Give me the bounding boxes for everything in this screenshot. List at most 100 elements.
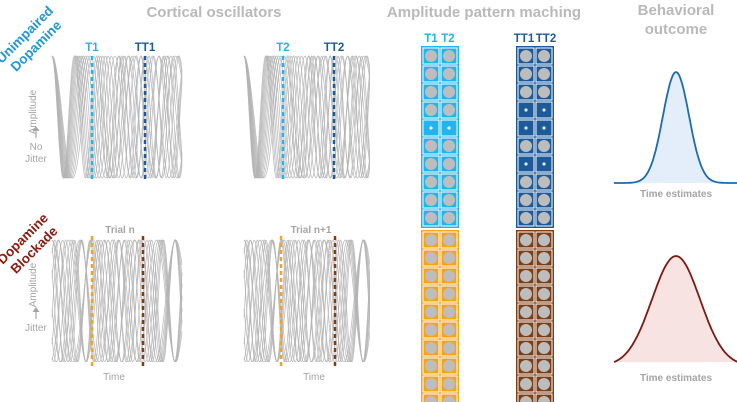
pattern-unit — [443, 270, 455, 282]
pattern-unit — [443, 252, 455, 264]
pattern-unit — [443, 194, 455, 206]
pattern-unit — [520, 342, 532, 354]
pattern-unit — [443, 360, 455, 372]
pattern-grid-tt-bottom — [516, 230, 554, 402]
pattern-unit — [538, 396, 550, 402]
pattern-unit — [538, 270, 550, 282]
oscillator-wave — [243, 55, 370, 179]
pattern-unit — [425, 270, 437, 282]
pattern-unit — [538, 234, 550, 246]
pattern-unit — [443, 104, 455, 116]
time-estimate-distribution-bottom — [613, 255, 737, 363]
oscillator-wave — [243, 55, 370, 179]
amplitude-label-bottom: Amplitude — [28, 262, 39, 307]
pattern-label-t1: T1 — [424, 33, 438, 45]
pattern-label-tt2: TT2 — [536, 33, 556, 45]
pattern-unit — [520, 194, 532, 206]
pattern-unit — [425, 158, 437, 170]
marker-label-t2: T2 — [276, 42, 289, 54]
oscillator-wave — [243, 239, 370, 362]
pattern-unit — [520, 360, 532, 372]
pattern-grid-t-bottom — [421, 230, 459, 402]
pattern-unit — [425, 140, 437, 152]
oscillator-wave — [51, 239, 183, 362]
oscillators-bottom-right — [243, 239, 370, 362]
pattern-unit — [425, 234, 437, 246]
pattern-unit — [425, 176, 437, 188]
up-arrow-icon — [32, 307, 40, 319]
oscillator-wave — [51, 55, 183, 179]
pattern-unit — [538, 194, 550, 206]
pattern-unit — [538, 140, 550, 152]
pattern-unit — [425, 50, 437, 62]
pattern-unit — [443, 378, 455, 390]
pattern-unit — [520, 50, 532, 62]
pattern-unit — [538, 252, 550, 264]
pattern-unit — [443, 342, 455, 354]
trial-n-label: Trial n — [105, 225, 134, 236]
time-estimates-label-bottom: Time estimates — [640, 373, 713, 384]
oscillator-wave — [243, 55, 370, 179]
pattern-unit — [524, 108, 528, 112]
pattern-unit — [520, 68, 532, 80]
pattern-unit — [538, 288, 550, 300]
amplitude-label-top: Amplitude — [28, 89, 39, 134]
pattern-unit — [425, 360, 437, 372]
pattern-unit — [520, 288, 532, 300]
pattern-unit — [520, 212, 532, 224]
pattern-unit — [538, 306, 550, 318]
no-label: No — [30, 142, 43, 153]
pattern-unit — [520, 252, 532, 264]
trial-n1-label: Trial n+1 — [291, 225, 332, 236]
time-estimates-label-top: Time estimates — [640, 189, 713, 200]
pattern-unit — [443, 234, 455, 246]
pattern-grid-tt-top — [516, 46, 554, 228]
pattern-unit — [443, 50, 455, 62]
pattern-unit — [520, 176, 532, 188]
title-behavioral: Behavioral — [638, 2, 715, 19]
oscillators-top-left — [51, 55, 183, 179]
pattern-unit — [538, 86, 550, 98]
oscillator-wave — [51, 239, 183, 362]
pattern-unit — [443, 288, 455, 300]
pattern-unit — [538, 68, 550, 80]
pattern-label-tt1: TT1 — [514, 33, 535, 45]
pattern-unit — [447, 126, 451, 130]
pattern-unit — [425, 306, 437, 318]
jitter-label-top: Jitter — [25, 154, 47, 165]
pattern-unit — [443, 396, 455, 402]
pattern-unit — [425, 104, 437, 116]
pattern-unit — [520, 234, 532, 246]
oscillator-wave — [243, 239, 370, 362]
pattern-unit — [542, 108, 546, 112]
oscillator-wave — [51, 55, 183, 179]
title-cortical-oscillators: Cortical oscillators — [146, 4, 281, 21]
pattern-unit — [443, 140, 455, 152]
pattern-unit — [443, 176, 455, 188]
oscillator-wave — [51, 239, 183, 362]
oscillator-wave — [243, 239, 370, 362]
pattern-unit — [425, 324, 437, 336]
pattern-unit — [538, 324, 550, 336]
pattern-unit — [524, 126, 528, 130]
pattern-unit — [538, 50, 550, 62]
oscillators-bottom-left — [51, 239, 183, 362]
oscillator-wave — [243, 239, 370, 362]
pattern-unit — [425, 252, 437, 264]
pattern-unit — [443, 68, 455, 80]
pattern-unit — [538, 342, 550, 354]
pattern-unit — [425, 86, 437, 98]
oscillator-wave — [51, 239, 183, 362]
pattern-unit — [538, 360, 550, 372]
time-estimate-distribution-top — [614, 70, 737, 184]
title-outcome: outcome — [645, 21, 708, 38]
time-label-right: Time — [303, 372, 325, 383]
pattern-unit — [520, 378, 532, 390]
pattern-unit — [542, 162, 546, 166]
pattern-unit — [425, 342, 437, 354]
oscillator-wave — [51, 239, 183, 362]
time-label-left: Time — [103, 372, 125, 383]
pattern-unit — [520, 86, 532, 98]
pattern-grid-t-top — [421, 46, 459, 228]
marker-label-t1: T1 — [85, 42, 99, 54]
